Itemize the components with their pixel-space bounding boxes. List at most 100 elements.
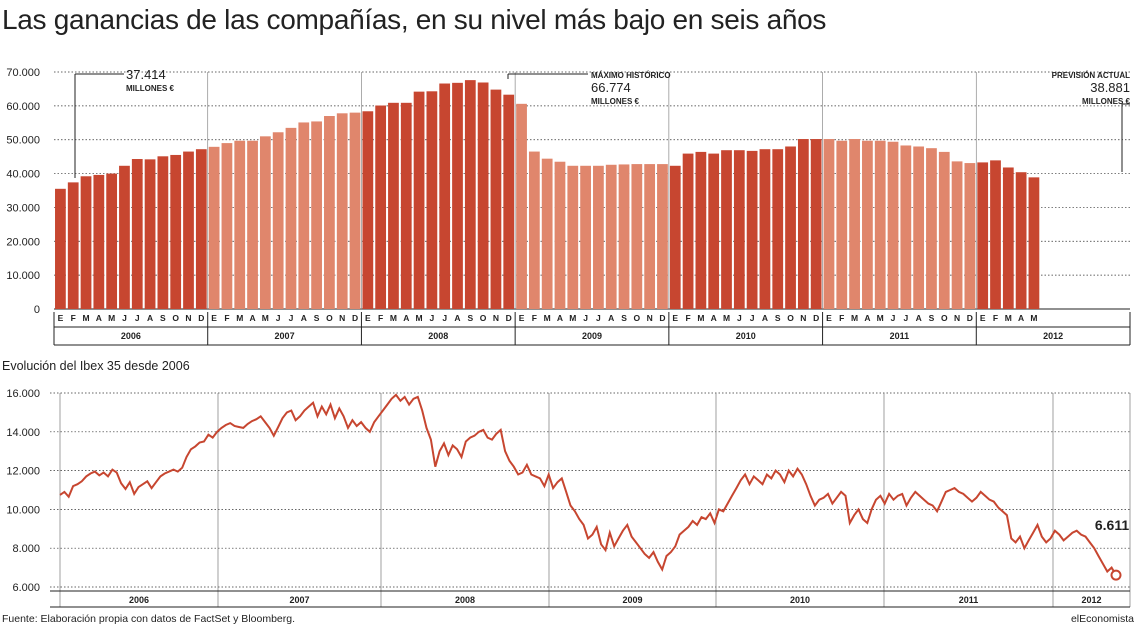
bar-year-label: 2009	[582, 331, 602, 341]
bar	[605, 164, 617, 309]
bar-month-label: M	[262, 313, 269, 323]
annotation-start-value: 37.414	[126, 67, 166, 82]
bar	[913, 146, 925, 309]
bar	[823, 139, 835, 309]
bar	[157, 156, 169, 309]
bar	[874, 140, 886, 309]
bar	[990, 160, 1001, 309]
bar-month-label: M	[108, 313, 115, 323]
bar-month-label: M	[1005, 313, 1012, 323]
bar-month-label: O	[326, 313, 333, 323]
bar-month-label: F	[378, 313, 383, 323]
bar	[234, 140, 246, 309]
bar-y-tick-label: 0	[34, 304, 40, 316]
bar-y-tick-label: 30.000	[6, 202, 40, 214]
line-chart-grid	[50, 392, 1130, 588]
bar	[759, 149, 771, 309]
page-title: Las ganancias de las compañías, en su ni…	[2, 4, 827, 35]
line-year-label: 2006	[129, 595, 149, 605]
bar-month-label: D	[659, 313, 665, 323]
bar-month-label: F	[532, 313, 537, 323]
bar	[452, 82, 463, 309]
bar	[195, 149, 207, 309]
line-y-tick-label: 12.000	[6, 466, 40, 478]
bar	[208, 146, 220, 309]
bar	[887, 141, 899, 309]
bar-month-label: S	[929, 313, 935, 323]
bar	[926, 148, 937, 309]
bar-month-label: E	[672, 313, 678, 323]
bar-month-label: N	[185, 313, 191, 323]
bar	[119, 165, 130, 309]
bar-month-label: S	[467, 313, 473, 323]
bar-month-label: J	[122, 313, 127, 323]
line-chart-x-axis: 2006 2007 2008 2009 2010 2011 2012	[50, 590, 1130, 608]
bar	[464, 80, 476, 309]
bar	[900, 145, 912, 309]
line-y-tick-label: 14.000	[6, 427, 40, 439]
source-note: Fuente: Elaboración propia con datos de …	[2, 613, 296, 625]
bar-month-label: D	[813, 313, 819, 323]
line-year-label: 2011	[959, 595, 979, 605]
annotation-forecast-unit: MILLONES €	[1082, 97, 1131, 106]
bar-year-label: 2012	[1043, 331, 1063, 341]
bar	[708, 153, 720, 309]
bar	[247, 140, 258, 309]
bar-month-label: S	[314, 313, 320, 323]
bar-month-label: F	[224, 313, 229, 323]
bar-chart-grid	[54, 71, 1130, 310]
bar-month-label: J	[903, 313, 908, 323]
bar-y-tick-label: 40.000	[6, 169, 40, 181]
bar	[593, 165, 604, 309]
bar	[324, 116, 335, 309]
bar-month-label: A	[864, 313, 870, 323]
bar-year-label: 2008	[428, 331, 448, 341]
bar	[1028, 177, 1040, 309]
bar	[285, 127, 297, 309]
bar-month-label: A	[916, 313, 922, 323]
bar-y-tick-label: 60.000	[6, 101, 40, 113]
bar	[131, 159, 143, 309]
bar-month-label: E	[980, 313, 986, 323]
bar-month-label: J	[750, 313, 755, 323]
bar-month-label: E	[519, 313, 525, 323]
bar	[644, 164, 656, 309]
bar-month-label: M	[1030, 313, 1037, 323]
bar-month-label: A	[454, 313, 460, 323]
bar-month-label: N	[493, 313, 499, 323]
bar-month-label: D	[967, 313, 973, 323]
bar-year-label: 2006	[121, 331, 141, 341]
bar-month-label: A	[557, 313, 563, 323]
brand-logo-text: elEconomista	[1070, 613, 1134, 625]
bar-month-label: N	[339, 313, 345, 323]
ibex-end-marker	[1110, 569, 1122, 581]
bar-month-label: M	[236, 313, 243, 323]
bar-month-label: A	[301, 313, 307, 323]
bar-year-label: 2011	[890, 331, 910, 341]
bar-month-label: A	[249, 313, 255, 323]
line-year-label: 2008	[455, 595, 475, 605]
line-y-tick-label: 8.000	[12, 543, 40, 555]
annotation-max-label: MÁXIMO HISTÓRICO	[591, 71, 671, 80]
bar	[93, 174, 105, 309]
bar-month-label: D	[198, 313, 204, 323]
bar-month-label: M	[877, 313, 884, 323]
line-chart-y-ticks: 6.000 8.000 10.000 12.000 14.000 16.000	[6, 388, 40, 594]
line-year-label: 2010	[790, 595, 810, 605]
line-year-label: 2009	[622, 595, 642, 605]
annotation-max-unit: MILLONES €	[591, 97, 640, 106]
bar	[80, 176, 92, 309]
bar	[477, 82, 489, 309]
bar-month-label: N	[647, 313, 653, 323]
line-chart: 6.000 8.000 10.000 12.000 14.000 16.000 6.611…	[6, 388, 1131, 608]
bar-month-label: M	[544, 313, 551, 323]
bar	[144, 159, 156, 309]
bar	[631, 164, 643, 309]
bar-month-label: N	[800, 313, 806, 323]
bar-month-label: M	[82, 313, 89, 323]
bar-month-label: E	[365, 313, 371, 323]
bar-chart: 0 10.000 20.000 30.000 40.000 50.000 60.000 70.…	[6, 67, 1131, 346]
bar	[400, 102, 412, 309]
bar	[349, 112, 361, 309]
bar	[106, 173, 118, 309]
